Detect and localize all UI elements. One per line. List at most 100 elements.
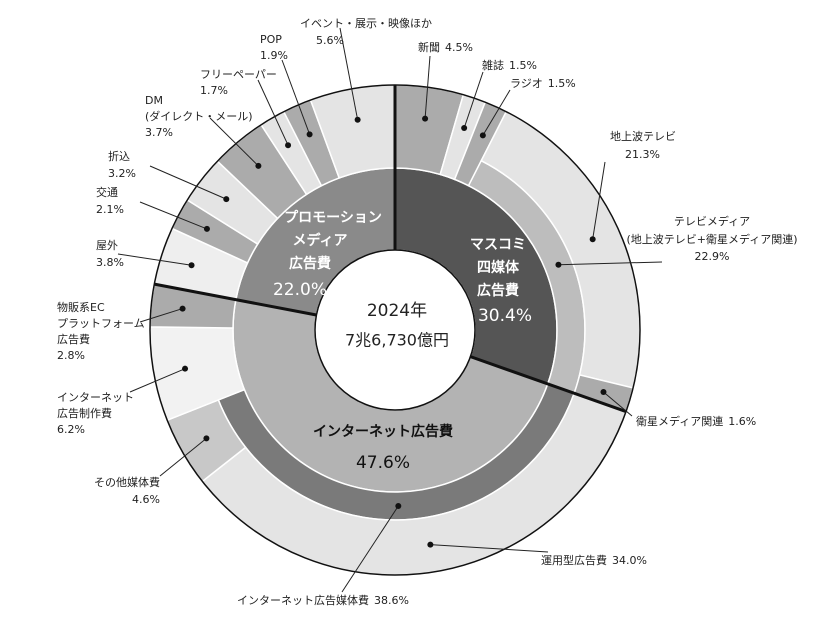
segment-name: POP xyxy=(260,33,282,46)
segment-name: その他媒体費 xyxy=(94,475,160,489)
group-label: 広告費 xyxy=(477,282,519,299)
segment-value: 1.9% xyxy=(260,49,288,62)
segment-value: 4.6% xyxy=(132,493,160,506)
segment-value: 1.5% xyxy=(509,59,537,72)
segment-value: 6.2% xyxy=(57,423,85,436)
leader-dot xyxy=(479,132,486,139)
leader-line xyxy=(430,544,549,553)
group-label: 広告費 xyxy=(289,255,331,272)
leader-line xyxy=(139,201,208,230)
segment-name: 広告費 xyxy=(57,332,90,346)
leader-line xyxy=(139,308,183,323)
leader-line xyxy=(339,27,359,120)
segment-name: 折込 xyxy=(108,149,130,163)
leader-line xyxy=(424,55,431,119)
leader-line xyxy=(159,437,207,477)
leader-line xyxy=(341,505,399,593)
leader-dot xyxy=(600,388,607,395)
segment-value: 1.7% xyxy=(200,84,228,97)
leader-dot xyxy=(179,305,186,312)
group-label: 四媒体 xyxy=(477,259,520,276)
group-value: 22.0% xyxy=(273,280,327,300)
segment-name: 地上波テレビ xyxy=(610,130,676,143)
segment-name: テレビメディア xyxy=(674,214,750,228)
segment-label: 運用型広告費 34.0% xyxy=(541,553,647,567)
leader-dot xyxy=(555,261,562,268)
segment-label: インターネット広告媒体費 38.6% xyxy=(237,593,409,607)
segment-value: 22.9% xyxy=(695,250,730,263)
leader-line xyxy=(482,89,511,136)
segment-name: (地上波テレビ+衛星メディア関連) xyxy=(626,232,797,246)
leader-line xyxy=(592,161,606,240)
outer-border xyxy=(149,84,641,576)
leader-line xyxy=(117,253,192,266)
leader-dot xyxy=(354,116,361,123)
group-value: 30.4% xyxy=(478,306,532,326)
segment-label: 雑誌 1.5% xyxy=(482,58,537,72)
leader-line xyxy=(603,391,633,417)
segment-name: 広告制作費 xyxy=(57,406,112,420)
leader-dot xyxy=(182,365,189,372)
segment-name: フリーペーパー xyxy=(200,68,277,81)
leader-line xyxy=(209,117,259,167)
segment-value: 1.6% xyxy=(728,415,756,428)
leader-dot xyxy=(427,541,434,548)
inner-border xyxy=(314,249,476,411)
group-separator xyxy=(154,282,317,317)
leader-dot xyxy=(589,236,596,243)
segment-name: プラットフォーム xyxy=(57,317,145,330)
segment-name: (ダイレクト・メール) xyxy=(145,109,253,123)
segment-name: インターネット広告媒体費 xyxy=(237,593,369,607)
segments xyxy=(149,84,641,576)
leader-line xyxy=(257,79,289,146)
segment-value: 34.0% xyxy=(612,554,647,567)
center-title: 2024年 xyxy=(367,301,427,321)
segment-value: 21.3% xyxy=(625,148,660,161)
leader-dot xyxy=(395,502,402,509)
leader-dot xyxy=(285,142,292,149)
segment-name: 雑誌 xyxy=(482,58,504,72)
group-label: インターネット広告費 xyxy=(313,423,453,440)
segment-value: 38.6% xyxy=(374,594,409,607)
leader-dot xyxy=(306,131,313,138)
leader-dot xyxy=(203,225,210,232)
leader-dot xyxy=(255,162,262,169)
leader-dot xyxy=(223,196,230,203)
segment-label: ラジオ 1.5% xyxy=(510,77,576,90)
group-label: プロモーション xyxy=(284,210,382,226)
segment-name: 衛星メディア関連 xyxy=(636,414,723,428)
segment-value: 3.7% xyxy=(145,126,173,139)
segment-value: 4.5% xyxy=(445,41,473,54)
group-separator xyxy=(469,355,627,413)
segment-name: イベント・展示・映像ほか xyxy=(300,17,432,30)
segment-name: 新聞 xyxy=(418,40,440,54)
segment-value: 2.8% xyxy=(57,349,85,362)
segment-label: 衛星メディア関連 1.6% xyxy=(636,414,756,428)
segment-value: 3.8% xyxy=(96,256,124,269)
leader-line xyxy=(463,71,484,129)
leader-dot xyxy=(203,435,210,442)
segment-name: DM xyxy=(145,94,163,107)
segment-name: 交通 xyxy=(96,185,118,199)
segment-label: 新聞 4.5% xyxy=(418,40,473,54)
leader-line xyxy=(281,59,311,135)
segment-name: 屋外 xyxy=(96,239,118,252)
group-label: メディア xyxy=(292,232,347,249)
segment-value: 5.6% xyxy=(316,34,344,47)
group-value: 47.6% xyxy=(356,453,410,473)
leader-line xyxy=(129,368,186,393)
leader-dot xyxy=(461,125,468,132)
segment-value: 1.5% xyxy=(548,77,576,90)
segment-value: 3.2% xyxy=(108,167,136,180)
group-label: マスコミ xyxy=(470,237,526,253)
segment-name: インターネット xyxy=(57,391,134,404)
center-total: 7兆6,730億円 xyxy=(345,331,449,350)
leader-line xyxy=(558,261,663,266)
segment-name: 物販系EC xyxy=(57,300,105,314)
segment-value: 2.1% xyxy=(96,203,124,216)
segment-name: ラジオ xyxy=(510,77,543,90)
segment-name: 運用型広告費 xyxy=(541,553,607,567)
leader-dot xyxy=(422,115,429,122)
